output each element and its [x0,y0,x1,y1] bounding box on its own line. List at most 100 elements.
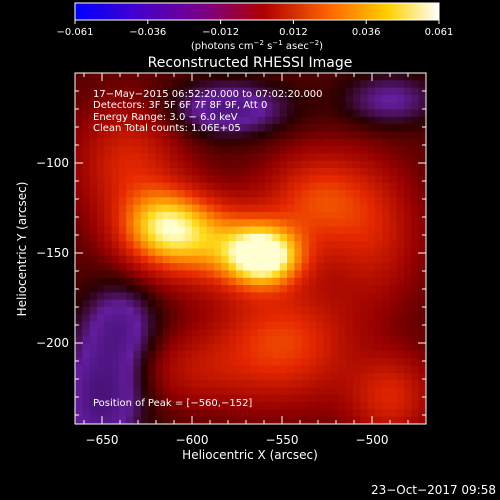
heatmap-cell [338,409,347,418]
heatmap-cell [272,358,281,367]
heatmap-cell [272,321,281,330]
heatmap-cell [177,87,186,96]
heatmap-cell [374,380,383,389]
heatmap-cell [265,197,274,206]
heatmap-cell [272,153,281,162]
heatmap-cell [184,387,193,396]
heatmap-cell [213,328,222,337]
heatmap-cell [192,182,200,191]
heatmap-cell [111,299,120,308]
heatmap-cell [228,160,237,169]
heatmap-cell [374,146,383,155]
heatmap-cell [170,365,178,374]
heatmap-cell [309,182,317,191]
heatmap-cell [330,277,339,286]
heatmap-cell [265,211,274,220]
heatmap-cell [221,204,230,213]
heatmap-cell [411,211,420,220]
heatmap-cell [316,263,325,272]
heatmap-cell [228,124,237,133]
heatmap-cell [221,73,230,81]
heatmap-cell [235,372,244,381]
heatmap-cell [243,131,252,140]
heatmap-cell [96,153,105,162]
heatmap-cell [184,358,193,367]
heatmap-cell [206,226,215,235]
heatmap-cell [221,80,230,89]
heatmap-cell [360,131,369,140]
heatmap-cell [89,211,98,220]
heatmap-cell [404,350,412,359]
heatmap-cell [126,124,135,133]
heatmap-cell [213,285,222,293]
heatmap-cell [82,358,91,367]
heatmap-cell [155,402,164,410]
heatmap-cell [206,277,215,286]
heatmap-cell [199,146,208,155]
heatmap-cell [221,270,230,279]
heatmap-cell [104,372,113,381]
heatmap-cell [206,416,215,424]
heatmap-cell [309,394,317,403]
heatmap-cell [206,124,215,133]
heatmap-cell [235,416,244,424]
heatmap-cell [374,343,383,352]
heatmap-cell [155,175,164,184]
heatmap-cell [330,175,339,184]
heatmap-cell [352,168,361,176]
heatmap-cell [82,343,91,352]
heatmap-cell [192,116,200,125]
heatmap-cell [309,73,317,81]
heatmap-cell [82,168,91,176]
heatmap-cell [162,226,171,235]
heatmap-cell [360,109,369,118]
heatmap-cell [89,226,98,235]
heatmap-cell [374,321,383,330]
heatmap-cell [396,350,405,359]
heatmap-cell [140,343,149,352]
heatmap-cell [118,116,127,125]
heatmap-cell [140,299,149,308]
heatmap-cell [192,277,200,286]
heatmap-cell [279,270,288,279]
heatmap-cell [257,372,266,381]
heatmap-cell [104,409,113,418]
heatmap-cell [192,380,200,389]
heatmap-cell [418,116,426,125]
heatmap-cell [367,380,376,389]
heatmap-cell [228,394,237,403]
heatmap-cell [162,146,171,155]
heatmap-cell [199,336,208,345]
heatmap-cell [82,73,91,81]
heatmap-cell [345,226,354,235]
heatmap-cell [177,211,186,220]
heatmap-cell [279,94,288,103]
heatmap-cell [389,387,398,396]
heatmap-cell [272,380,281,389]
heatmap-cell [250,168,259,176]
heatmap-cell [96,87,105,96]
heatmap-cell [338,321,347,330]
heatmap-cell [389,138,398,147]
heatmap-cell [389,190,398,198]
heatmap-cell [155,211,164,220]
heatmap-cell [199,277,208,286]
heatmap-cell [250,358,259,367]
heatmap-cell [126,387,135,396]
heatmap-cell [404,255,412,264]
y-axis: −100−150−200 [36,72,426,416]
heatmap-cell [213,409,222,418]
heatmap-cell [411,146,420,155]
heatmap-cell [221,350,230,359]
heatmap-cell [184,190,193,198]
heatmap-cell [367,314,376,323]
heatmap-cell [404,241,412,250]
heatmap-cell [243,116,252,125]
heatmap-cell [301,219,310,228]
heatmap-cell [352,153,361,162]
heatmap-cell [206,350,215,359]
heatmap-cell [330,248,339,257]
heatmap-cell [257,160,266,169]
heatmap-cell [382,328,391,337]
heatmap-cell [89,372,98,381]
